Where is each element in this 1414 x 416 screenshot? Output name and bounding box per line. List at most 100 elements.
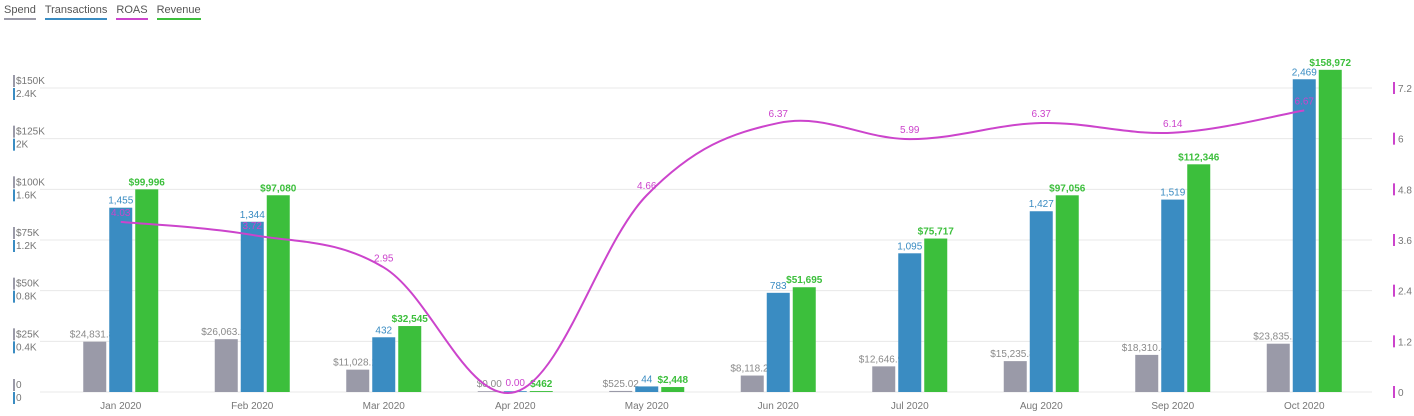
data-label-transactions: 44 (641, 374, 653, 385)
x-axis-tick: Jun 2020 (758, 401, 800, 412)
x-axis-tick: Aug 2020 (1020, 401, 1063, 412)
y-axis-left-money-tick: $75K (16, 228, 40, 239)
y-axis-left-count-tick: 2.4K (16, 89, 37, 100)
y-axis-left-count-tick: 2K (16, 140, 29, 151)
data-label-roas: 3.72 (243, 221, 263, 232)
bar-transactions (109, 207, 133, 392)
bar-revenue (529, 391, 553, 392)
data-label-roas: 0.00 (506, 378, 526, 389)
data-label-roas: 6.67 (1295, 96, 1315, 107)
bar-spend (477, 391, 501, 392)
bar-transactions (898, 253, 922, 392)
bar-spend (214, 339, 238, 392)
y-axis-right-roas-tick: 0 (1398, 388, 1404, 399)
bar-transactions (240, 221, 264, 392)
y-axis-left-money-tick: 0 (16, 380, 22, 391)
bar-spend (1266, 343, 1290, 392)
data-label-revenue: $158,972 (1309, 58, 1351, 69)
bar-transactions (635, 386, 659, 392)
data-label-roas: 4.03 (111, 208, 131, 219)
data-label-revenue: $75,717 (918, 227, 955, 238)
data-label-roas: 5.99 (900, 125, 920, 136)
data-label-roas: 6.37 (769, 109, 789, 120)
data-label-spend: $11,028.15 (333, 358, 383, 369)
y-axis-right-roas-tick: 3.6 (1398, 236, 1412, 247)
bar-spend (872, 366, 896, 392)
bar-spend (1003, 361, 1027, 392)
bar-spend (609, 390, 633, 392)
data-label-roas: 2.95 (374, 253, 394, 264)
y-axis-left-count-tick: 0 (16, 393, 22, 404)
data-label-revenue: $99,996 (129, 177, 166, 188)
legend: Spend Transactions ROAS Revenue (4, 4, 201, 20)
bar-transactions (766, 292, 790, 392)
data-label-spend: $26,063.24 (201, 327, 251, 338)
bar-revenue (1318, 69, 1342, 393)
y-axis-right-roas-tick: 1.2 (1398, 337, 1412, 348)
y-axis-left-count-tick: 0.4K (16, 342, 37, 353)
data-label-revenue: $97,056 (1049, 183, 1086, 194)
bar-revenue (1187, 164, 1211, 392)
y-axis-right-roas-tick: 6 (1398, 135, 1404, 146)
legend-item-spend[interactable]: Spend (4, 4, 36, 20)
data-label-spend: $0.00 (477, 379, 502, 390)
x-axis-tick: Oct 2020 (1284, 401, 1325, 412)
y-axis-left-money-tick: $50K (16, 279, 40, 290)
legend-item-revenue[interactable]: Revenue (156, 4, 201, 20)
data-label-spend: $24,831.80 (70, 330, 120, 341)
data-label-spend: $525.02 (603, 379, 640, 390)
data-label-revenue: $32,545 (392, 314, 429, 325)
bar-transactions (1292, 79, 1316, 392)
data-label-transactions: 783 (770, 281, 787, 292)
data-label-revenue: $462 (530, 379, 553, 390)
bar-revenue (266, 195, 290, 392)
bar-transactions (1029, 211, 1053, 392)
bar-spend (346, 369, 370, 392)
data-label-revenue: $112,346 (1178, 152, 1220, 163)
x-axis-tick: May 2020 (625, 401, 669, 412)
y-axis-left-count-tick: 0.8K (16, 292, 37, 303)
bar-revenue (1055, 195, 1079, 392)
bar-spend (740, 375, 764, 392)
data-label-transactions: 432 (375, 325, 392, 336)
y-axis-left-count-tick: 1.2K (16, 241, 37, 252)
data-label-transactions: 1,427 (1029, 199, 1054, 210)
data-label-spend: $18,310.44 (1122, 343, 1172, 354)
roas-line (120, 109, 1305, 395)
data-label-roas: 6.14 (1163, 119, 1183, 130)
bar-revenue (924, 238, 948, 392)
x-axis-tick: Sep 2020 (1151, 401, 1194, 412)
y-axis-left-money-tick: $100K (16, 177, 45, 188)
legend-item-transactions[interactable]: Transactions (44, 4, 108, 20)
y-axis-left-money-tick: $150K (16, 76, 45, 87)
data-label-spend: $23,835.15 (1253, 332, 1303, 343)
x-axis-tick: Mar 2020 (363, 401, 406, 412)
x-axis-tick: Jan 2020 (100, 401, 142, 412)
data-label-transactions: 1,344 (240, 210, 265, 221)
data-label-spend: $15,235.83 (990, 349, 1040, 360)
y-axis-right-roas-tick: 2.4 (1398, 287, 1412, 298)
bar-spend (1135, 354, 1159, 392)
bar-revenue (661, 387, 685, 392)
data-label-transactions: 1,519 (1160, 188, 1185, 199)
data-label-transactions: 2,469 (1292, 67, 1317, 78)
x-axis-tick: Feb 2020 (231, 401, 274, 412)
bar-revenue (398, 326, 422, 392)
bar-transactions (1161, 199, 1185, 392)
x-axis-tick: Jul 2020 (891, 401, 929, 412)
data-label-spend: $12,646.92 (859, 354, 909, 365)
y-axis-right-roas-tick: 7.2 (1398, 84, 1412, 95)
bar-revenue (792, 287, 816, 392)
y-axis-left-money-tick: $25K (16, 329, 40, 340)
y-axis-left-count-tick: 1.6K (16, 190, 37, 201)
data-label-transactions: 1,095 (897, 241, 922, 252)
data-label-roas: 6.37 (1032, 109, 1052, 120)
data-label-transactions: 1,455 (108, 196, 133, 207)
legend-item-roas[interactable]: ROAS (116, 4, 148, 20)
y-axis-right-roas-tick: 4.8 (1398, 185, 1412, 196)
y-axis-left-money-tick: $125K (16, 127, 45, 138)
bar-revenue (135, 189, 159, 392)
data-label-revenue: $2,448 (657, 375, 688, 386)
